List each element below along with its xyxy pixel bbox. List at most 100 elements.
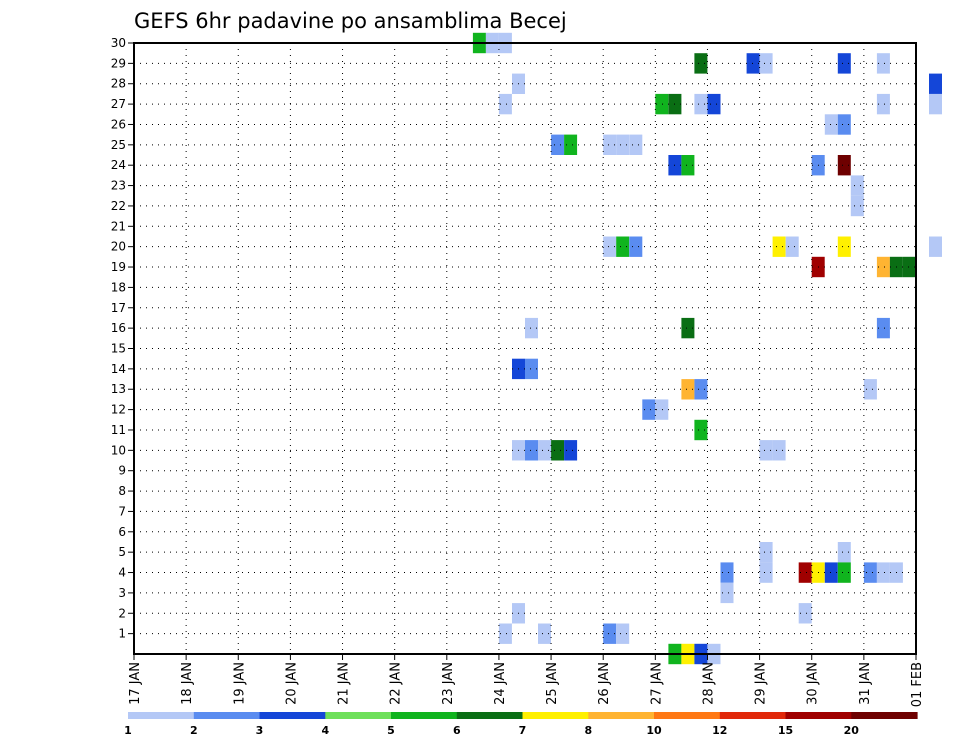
data-cell <box>824 114 838 135</box>
data-cell <box>863 379 877 400</box>
x-tick-label: 31 JAN <box>858 662 873 705</box>
legend-label: 6 <box>453 724 461 737</box>
legend-label: 7 <box>519 724 527 737</box>
data-cell <box>863 562 877 583</box>
data-cell <box>759 53 773 74</box>
y-tick-label: 22 <box>111 199 126 213</box>
data-cell <box>837 542 851 563</box>
y-tick-label: 15 <box>111 342 126 356</box>
data-cell <box>498 623 512 644</box>
y-tick-label: 18 <box>111 280 126 294</box>
data-cell <box>694 93 708 115</box>
y-tick-label: 5 <box>118 545 126 559</box>
data-cell <box>498 93 512 115</box>
legend-swatch <box>391 712 458 719</box>
data-cell <box>564 134 578 155</box>
data-cell <box>850 175 864 196</box>
y-tick-label: 26 <box>111 117 126 131</box>
data-cell <box>772 440 786 461</box>
y-tick-label: 4 <box>118 566 126 580</box>
y-tick-label: 23 <box>111 179 126 193</box>
data-cell <box>720 562 734 583</box>
data-cell <box>746 53 760 74</box>
data-cell <box>876 562 890 583</box>
data-cell <box>603 134 617 155</box>
x-tick-label: 17 JAN <box>128 662 143 705</box>
legend-swatch <box>128 712 195 719</box>
data-cell <box>694 53 708 74</box>
y-tick-label: 8 <box>118 484 126 498</box>
data-cell <box>603 623 617 644</box>
y-tick-label: 25 <box>111 138 126 152</box>
legend-swatch <box>193 712 261 719</box>
data-cell <box>694 419 708 441</box>
x-tick-label: 28 JAN <box>701 662 716 705</box>
data-cell <box>525 358 538 380</box>
legend-swatch <box>785 712 852 719</box>
data-cell <box>837 236 851 257</box>
data-cell <box>929 93 942 115</box>
y-tick-label: 11 <box>111 423 126 437</box>
data-cell <box>837 114 851 135</box>
y-tick-label: 24 <box>111 158 126 172</box>
y-tick-label: 12 <box>111 403 126 417</box>
legend-label: 10 <box>646 724 662 737</box>
color-legend: 1 2 3 4 5 6 7 8 10 12 15 20 <box>124 712 918 737</box>
x-tick-label: 19 JAN <box>232 662 247 705</box>
data-cell <box>642 399 656 420</box>
data-cell <box>903 256 916 278</box>
legend-swatch <box>522 712 589 719</box>
legend-swatch <box>719 712 787 719</box>
data-cell <box>929 73 942 94</box>
legend-label: 15 <box>778 724 793 737</box>
legend-label: 8 <box>584 724 592 737</box>
data-cell <box>564 440 578 461</box>
data-cell <box>876 317 890 339</box>
data-cell <box>837 155 851 176</box>
legend-label: 2 <box>190 724 198 737</box>
data-cell <box>707 93 721 115</box>
legend-swatch <box>259 712 326 719</box>
x-tick-label: 30 JAN <box>806 662 821 705</box>
y-tick-label: 21 <box>111 219 126 233</box>
y-tick-label: 1 <box>118 627 126 641</box>
legend-swatch <box>325 712 392 719</box>
data-cell <box>655 93 669 115</box>
data-cell <box>837 53 851 74</box>
data-cell <box>720 582 734 604</box>
y-tick-label: 30 <box>111 36 126 50</box>
legend-label: 4 <box>321 724 329 737</box>
legend-label: 1 <box>124 724 132 737</box>
data-cell <box>876 256 890 278</box>
y-tick-label: 20 <box>111 240 126 254</box>
x-tick-label: 27 JAN <box>649 662 664 705</box>
data-cell <box>681 155 695 176</box>
legend-label: 20 <box>844 724 860 737</box>
data-cell <box>525 317 538 339</box>
data-cell <box>681 317 695 339</box>
y-tick-label: 2 <box>118 606 126 620</box>
data-cell <box>798 562 812 583</box>
data-cell <box>616 236 630 257</box>
x-tick-label: 29 JAN <box>754 662 769 705</box>
data-cell <box>876 53 890 74</box>
data-cell <box>824 562 838 583</box>
x-tick-label: 24 JAN <box>493 662 508 705</box>
data-cell <box>603 236 617 257</box>
data-cell <box>551 440 565 461</box>
y-axis: 1234567891011121314151617181920212223242… <box>111 36 134 641</box>
x-tick-label: 23 JAN <box>441 662 456 705</box>
y-tick-label: 19 <box>111 260 126 274</box>
data-cell <box>759 542 773 563</box>
data-cell <box>616 623 630 644</box>
y-tick-label: 6 <box>118 525 126 539</box>
y-tick-label: 9 <box>118 464 126 478</box>
data-cell <box>929 236 942 257</box>
data-cell <box>616 134 630 155</box>
data-cell <box>759 562 773 583</box>
legend-swatch <box>851 712 918 719</box>
x-tick-label: 18 JAN <box>180 662 195 705</box>
x-tick-label: 25 JAN <box>545 662 560 705</box>
y-tick-label: 13 <box>111 382 126 396</box>
